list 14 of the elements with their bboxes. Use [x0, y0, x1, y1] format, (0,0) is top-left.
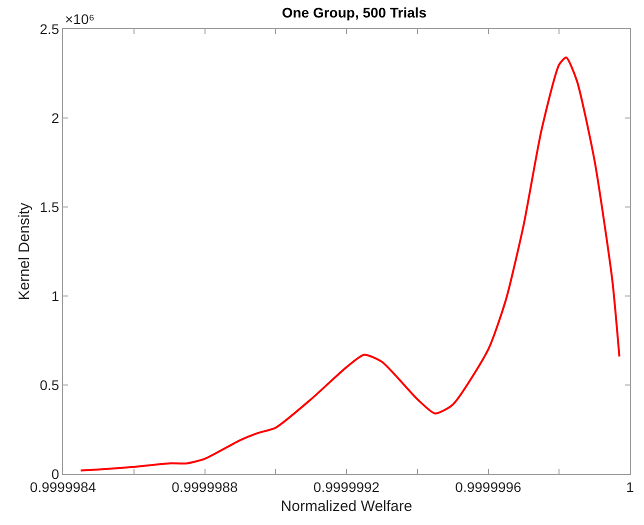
chart-title: One Group, 500 Trials	[282, 4, 427, 21]
x-tick-label: 0.9999996	[455, 478, 522, 495]
y-tick-label: 0.5	[40, 376, 60, 393]
y-tick-label: 1.5	[40, 198, 60, 215]
line-series	[80, 56, 620, 472]
y-tick-label: 1	[51, 288, 60, 304]
y-axis-title: Kernel Density	[16, 202, 33, 300]
x-tick-label: 0.9999992	[313, 478, 380, 495]
x-axis-title: Normalized Welfare	[280, 498, 412, 515]
x-tick-label: 0.9999988	[172, 478, 238, 495]
x-tick-label: 1	[626, 478, 634, 495]
y-tick-label: 2.5	[40, 20, 60, 37]
text: ×10⁶	[65, 11, 95, 27]
y-tick-label: 2	[51, 110, 60, 126]
